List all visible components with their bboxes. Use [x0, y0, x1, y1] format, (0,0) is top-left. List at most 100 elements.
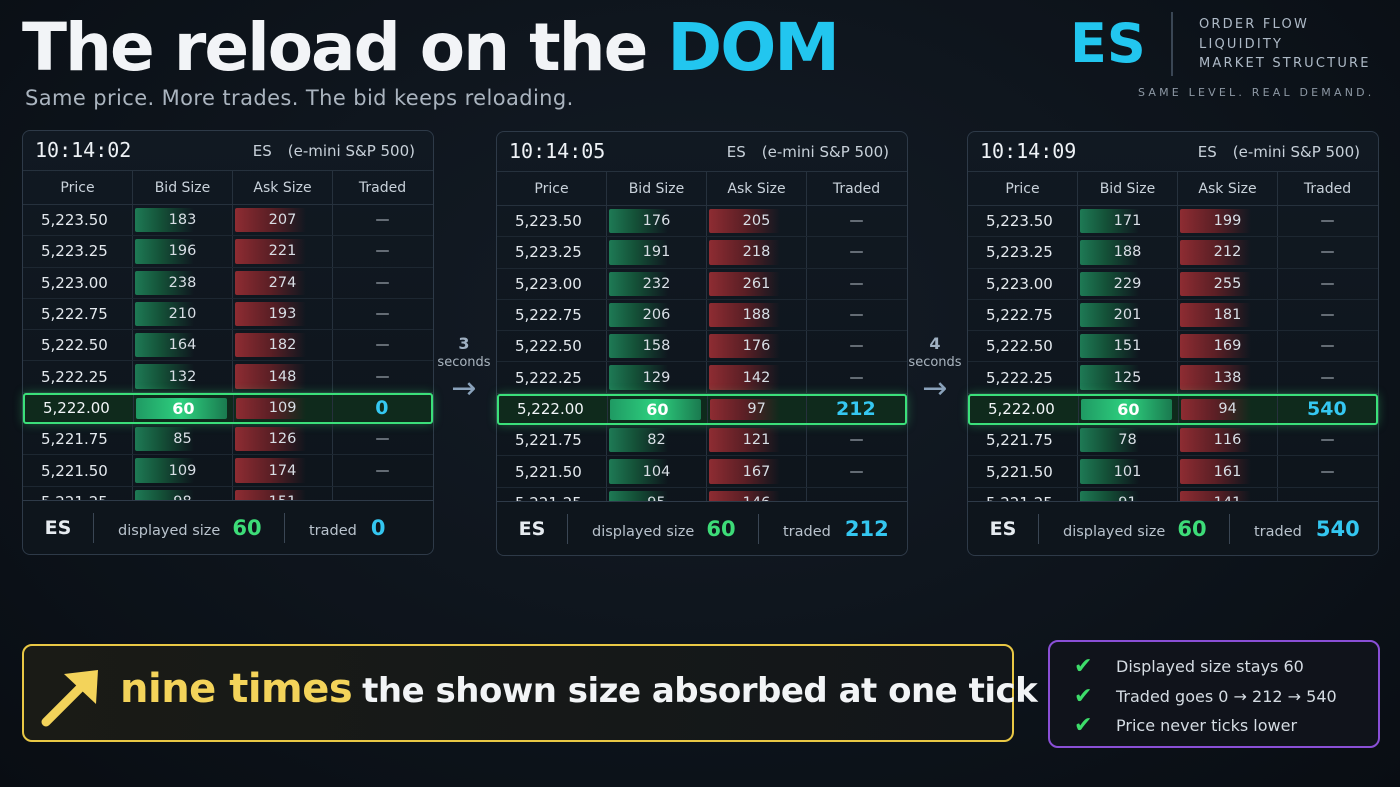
panel-header: 10:14:05 ES (e-mini S&P 500): [497, 132, 907, 172]
column-header: Ask Size: [707, 172, 807, 205]
table-row: 5,222.75 201 181 —: [968, 299, 1378, 332]
bid-size-value: 164: [168, 337, 197, 354]
footer-divider: [758, 513, 759, 544]
footer-symbol: ES: [518, 517, 546, 540]
bid-size-value: 191: [642, 244, 671, 261]
checklist-item: ✔ Traded goes 0 → 212 → 540: [1074, 682, 1378, 712]
price-cell: 5,222.75: [968, 299, 1078, 331]
panel-instrument: ES (e-mini S&P 500): [1198, 143, 1360, 161]
bid-size-cell: 60: [608, 395, 708, 424]
price-cell: 5,221.75: [968, 425, 1078, 456]
price-cell: 5,222.00: [970, 395, 1080, 424]
displayed-size: displayed size 60: [568, 517, 758, 541]
ask-size-value: 142: [742, 369, 771, 386]
traded-cell: —: [1320, 369, 1335, 386]
bid-size-cell: 78: [1078, 425, 1178, 456]
bid-size-value: 104: [642, 463, 671, 480]
panel-symbol: ES: [726, 143, 746, 161]
traded-cell: —: [849, 369, 864, 386]
checklist-text: Displayed size stays 60: [1116, 657, 1304, 677]
price-cell: 5,222.75: [497, 299, 607, 331]
panel-instrument-name: (e-mini S&P 500): [761, 143, 889, 161]
traded-label: traded: [1254, 523, 1302, 540]
banner-text: nine times the shown size absorbed at one…: [120, 666, 1038, 712]
ask-size-cell: 199: [1178, 206, 1278, 237]
traded-cell: 0: [375, 397, 389, 420]
ask-size-cell: 142: [707, 362, 807, 393]
table-row: 5,221.75 78 116 —: [968, 425, 1378, 457]
arrow-up-right-icon: [41, 670, 98, 727]
bid-size-cell: 229: [1078, 268, 1178, 299]
column-header: Bid Size: [1078, 172, 1178, 205]
bid-size-value: 125: [1113, 369, 1142, 386]
ask-size-cell: 207: [233, 205, 333, 236]
ask-size-value: 261: [742, 275, 771, 292]
bid-size-value: 158: [642, 338, 671, 355]
traded-cell: —: [375, 337, 390, 354]
table-header: Price Bid Size Ask Size Traded: [23, 171, 433, 205]
panel-header: 10:14:02 ES (e-mini S&P 500): [23, 131, 433, 171]
price-cell: 5,223.25: [968, 237, 1078, 268]
traded-total: traded 0: [285, 516, 386, 540]
bid-size-cell: 101: [1078, 456, 1178, 487]
bid-size-value: 176: [642, 213, 671, 230]
bid-size-cell: 171: [1078, 206, 1178, 237]
panel-header: 10:14:09 ES (e-mini S&P 500): [968, 132, 1378, 172]
table-row: 5,223.25 196 221 —: [23, 236, 433, 268]
table-row: 5,221.75 85 126 —: [23, 424, 433, 456]
brand-tag: LIQUIDITY: [1199, 36, 1284, 52]
price-cell: 5,222.25: [497, 362, 607, 393]
bid-size-value: 151: [1113, 338, 1142, 355]
bid-size-cell: 176: [607, 206, 707, 237]
table-row: 5,222.75 206 188 —: [497, 299, 907, 332]
price-cell: 5,222.50: [968, 331, 1078, 362]
checklist-text: Price never ticks lower: [1116, 716, 1298, 736]
traded-cell: —: [849, 307, 864, 324]
traded-value: 212: [844, 516, 889, 541]
bid-size-cell: 196: [133, 236, 233, 267]
transition-number: 3: [458, 334, 470, 353]
traded-cell: —: [1320, 275, 1335, 292]
table-header: Price Bid Size Ask Size Traded: [497, 172, 907, 206]
displayed-size-value: 60: [706, 516, 736, 541]
bid-size-cell: 60: [1079, 395, 1179, 424]
bid-size-value: 196: [168, 243, 197, 260]
table-row: 5,223.00 232 261 —: [497, 268, 907, 300]
price-cell: 5,223.00: [497, 268, 607, 299]
traded-cell: —: [375, 306, 390, 323]
ask-size-cell: 218: [707, 237, 807, 268]
bid-size-cell: 60: [134, 394, 234, 423]
traded-cell: —: [1320, 244, 1335, 261]
traded-cell: —: [375, 243, 390, 260]
title-part-1: The: [22, 9, 155, 86]
ask-size-value: 126: [268, 431, 297, 448]
table-header: Price Bid Size Ask Size Traded: [968, 172, 1378, 206]
traded-value: 0: [370, 515, 386, 540]
bid-size-value: 60: [646, 399, 669, 419]
bid-size-cell: 109: [133, 455, 233, 486]
ask-size-value: 161: [1213, 463, 1242, 480]
brand-tag: ORDER FLOW: [1199, 17, 1309, 32]
checklist: ✔ Displayed size stays 60 ✔ Traded goes 0 …: [1048, 640, 1380, 748]
ask-size-value: 121: [742, 432, 771, 449]
bid-size-cell: 188: [1078, 237, 1178, 268]
table-row: 5,223.00 229 255 —: [968, 268, 1378, 300]
column-header: Ask Size: [1178, 172, 1278, 205]
bid-size-cell: 232: [607, 268, 707, 299]
panel-instrument: ES (e-mini S&P 500): [253, 142, 415, 160]
price-cell: 5,223.00: [968, 268, 1078, 299]
dom-table: Price Bid Size Ask Size Traded 5,223.50 171 19…: [968, 172, 1378, 551]
price-cell: 5,222.75: [23, 298, 133, 330]
displayed-size-label: displayed size: [592, 523, 695, 540]
table-row: 5,223.50 176 205 —: [497, 206, 907, 238]
panel-symbol: ES: [252, 142, 272, 160]
bid-size-cell: 125: [1078, 362, 1178, 393]
table-row: 5,222.50 158 176 —: [497, 331, 907, 363]
dom-panel: 10:14:02 ES (e-mini S&P 500) Price Bid Size A…: [22, 130, 434, 555]
price-cell: 5,222.00: [499, 395, 609, 424]
traded-total: traded 212: [759, 517, 889, 541]
traded-label: traded: [309, 522, 357, 539]
transition-number: 4: [929, 334, 941, 353]
price-cell: 5,222.25: [23, 361, 133, 392]
title-accent: DOM: [667, 9, 840, 86]
